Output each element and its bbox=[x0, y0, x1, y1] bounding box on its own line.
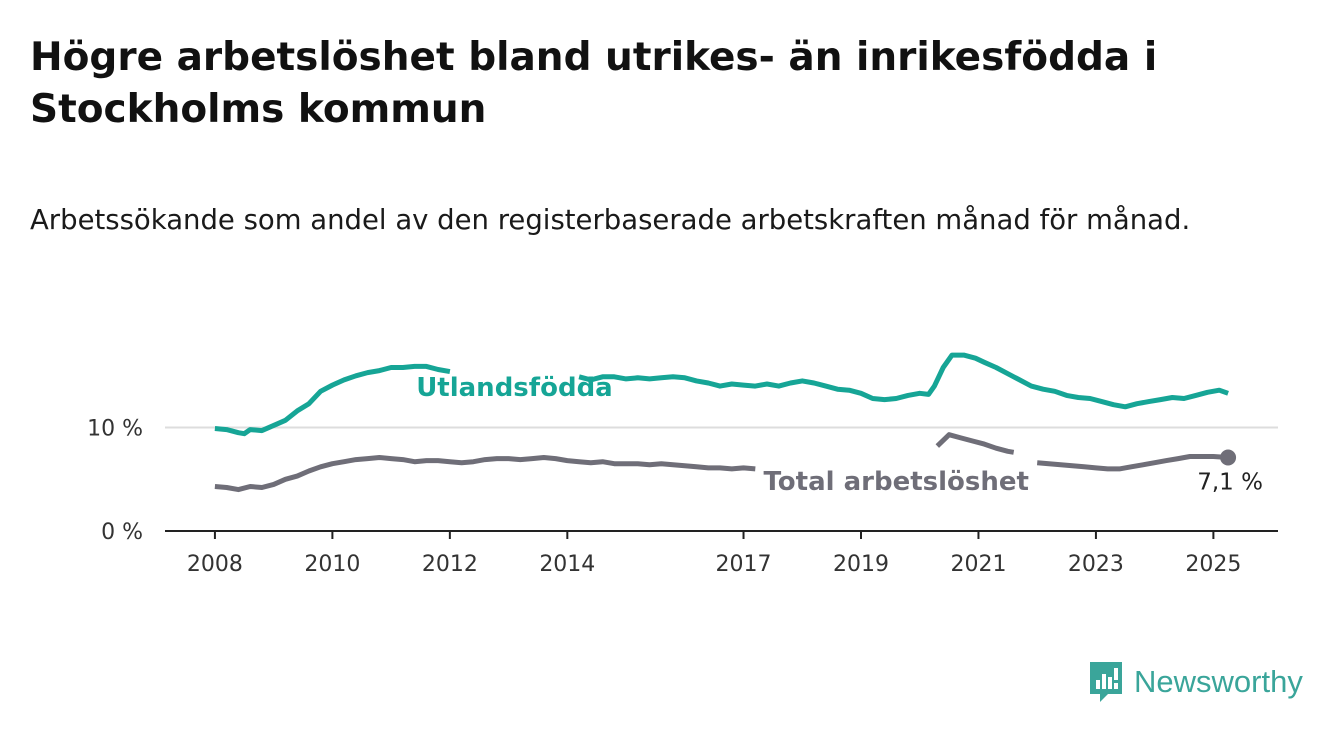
series-end-marker bbox=[1220, 449, 1237, 466]
series-line-total-arbetslöshet bbox=[1036, 454, 1229, 472]
bar-chart-icon bbox=[1090, 662, 1122, 702]
chart-title: Högre arbetslöshet bland utrikes- än inr… bbox=[30, 35, 1158, 132]
x-tick-label: 2023 bbox=[1068, 552, 1124, 577]
x-tick-label: 2012 bbox=[422, 552, 478, 577]
newsworthy-logo: Newsworthy bbox=[1088, 660, 1303, 704]
series-line-utlandsfödda bbox=[578, 352, 1229, 410]
series-line-utlandsfödda bbox=[214, 363, 451, 437]
x-tick-label: 2014 bbox=[539, 552, 595, 577]
series-label-total-arbetslöshet: Total arbetslöshet bbox=[764, 467, 1029, 497]
x-tick-label: 2017 bbox=[716, 552, 772, 577]
x-tick-label: 2025 bbox=[1185, 552, 1241, 577]
x-tick-label: 2010 bbox=[304, 552, 360, 577]
end-value-label: 7,1 % bbox=[1197, 470, 1263, 496]
x-tick-label: 2008 bbox=[187, 552, 243, 577]
x-tick-label: 2021 bbox=[950, 552, 1006, 577]
y-tick-label: 0 % bbox=[101, 520, 143, 545]
logo-text: Newsworthy bbox=[1134, 664, 1303, 699]
y-tick-label: 10 % bbox=[87, 417, 143, 442]
x-tick-label: 2019 bbox=[833, 552, 889, 577]
chart-subtitle: Arbetssökande som andel av den registerb… bbox=[30, 204, 1191, 236]
series-line-total-arbetslöshet bbox=[935, 432, 1015, 455]
series-line-total-arbetslöshet bbox=[214, 455, 756, 493]
series-label-utlandsfödda: Utlandsfödda bbox=[416, 373, 613, 403]
